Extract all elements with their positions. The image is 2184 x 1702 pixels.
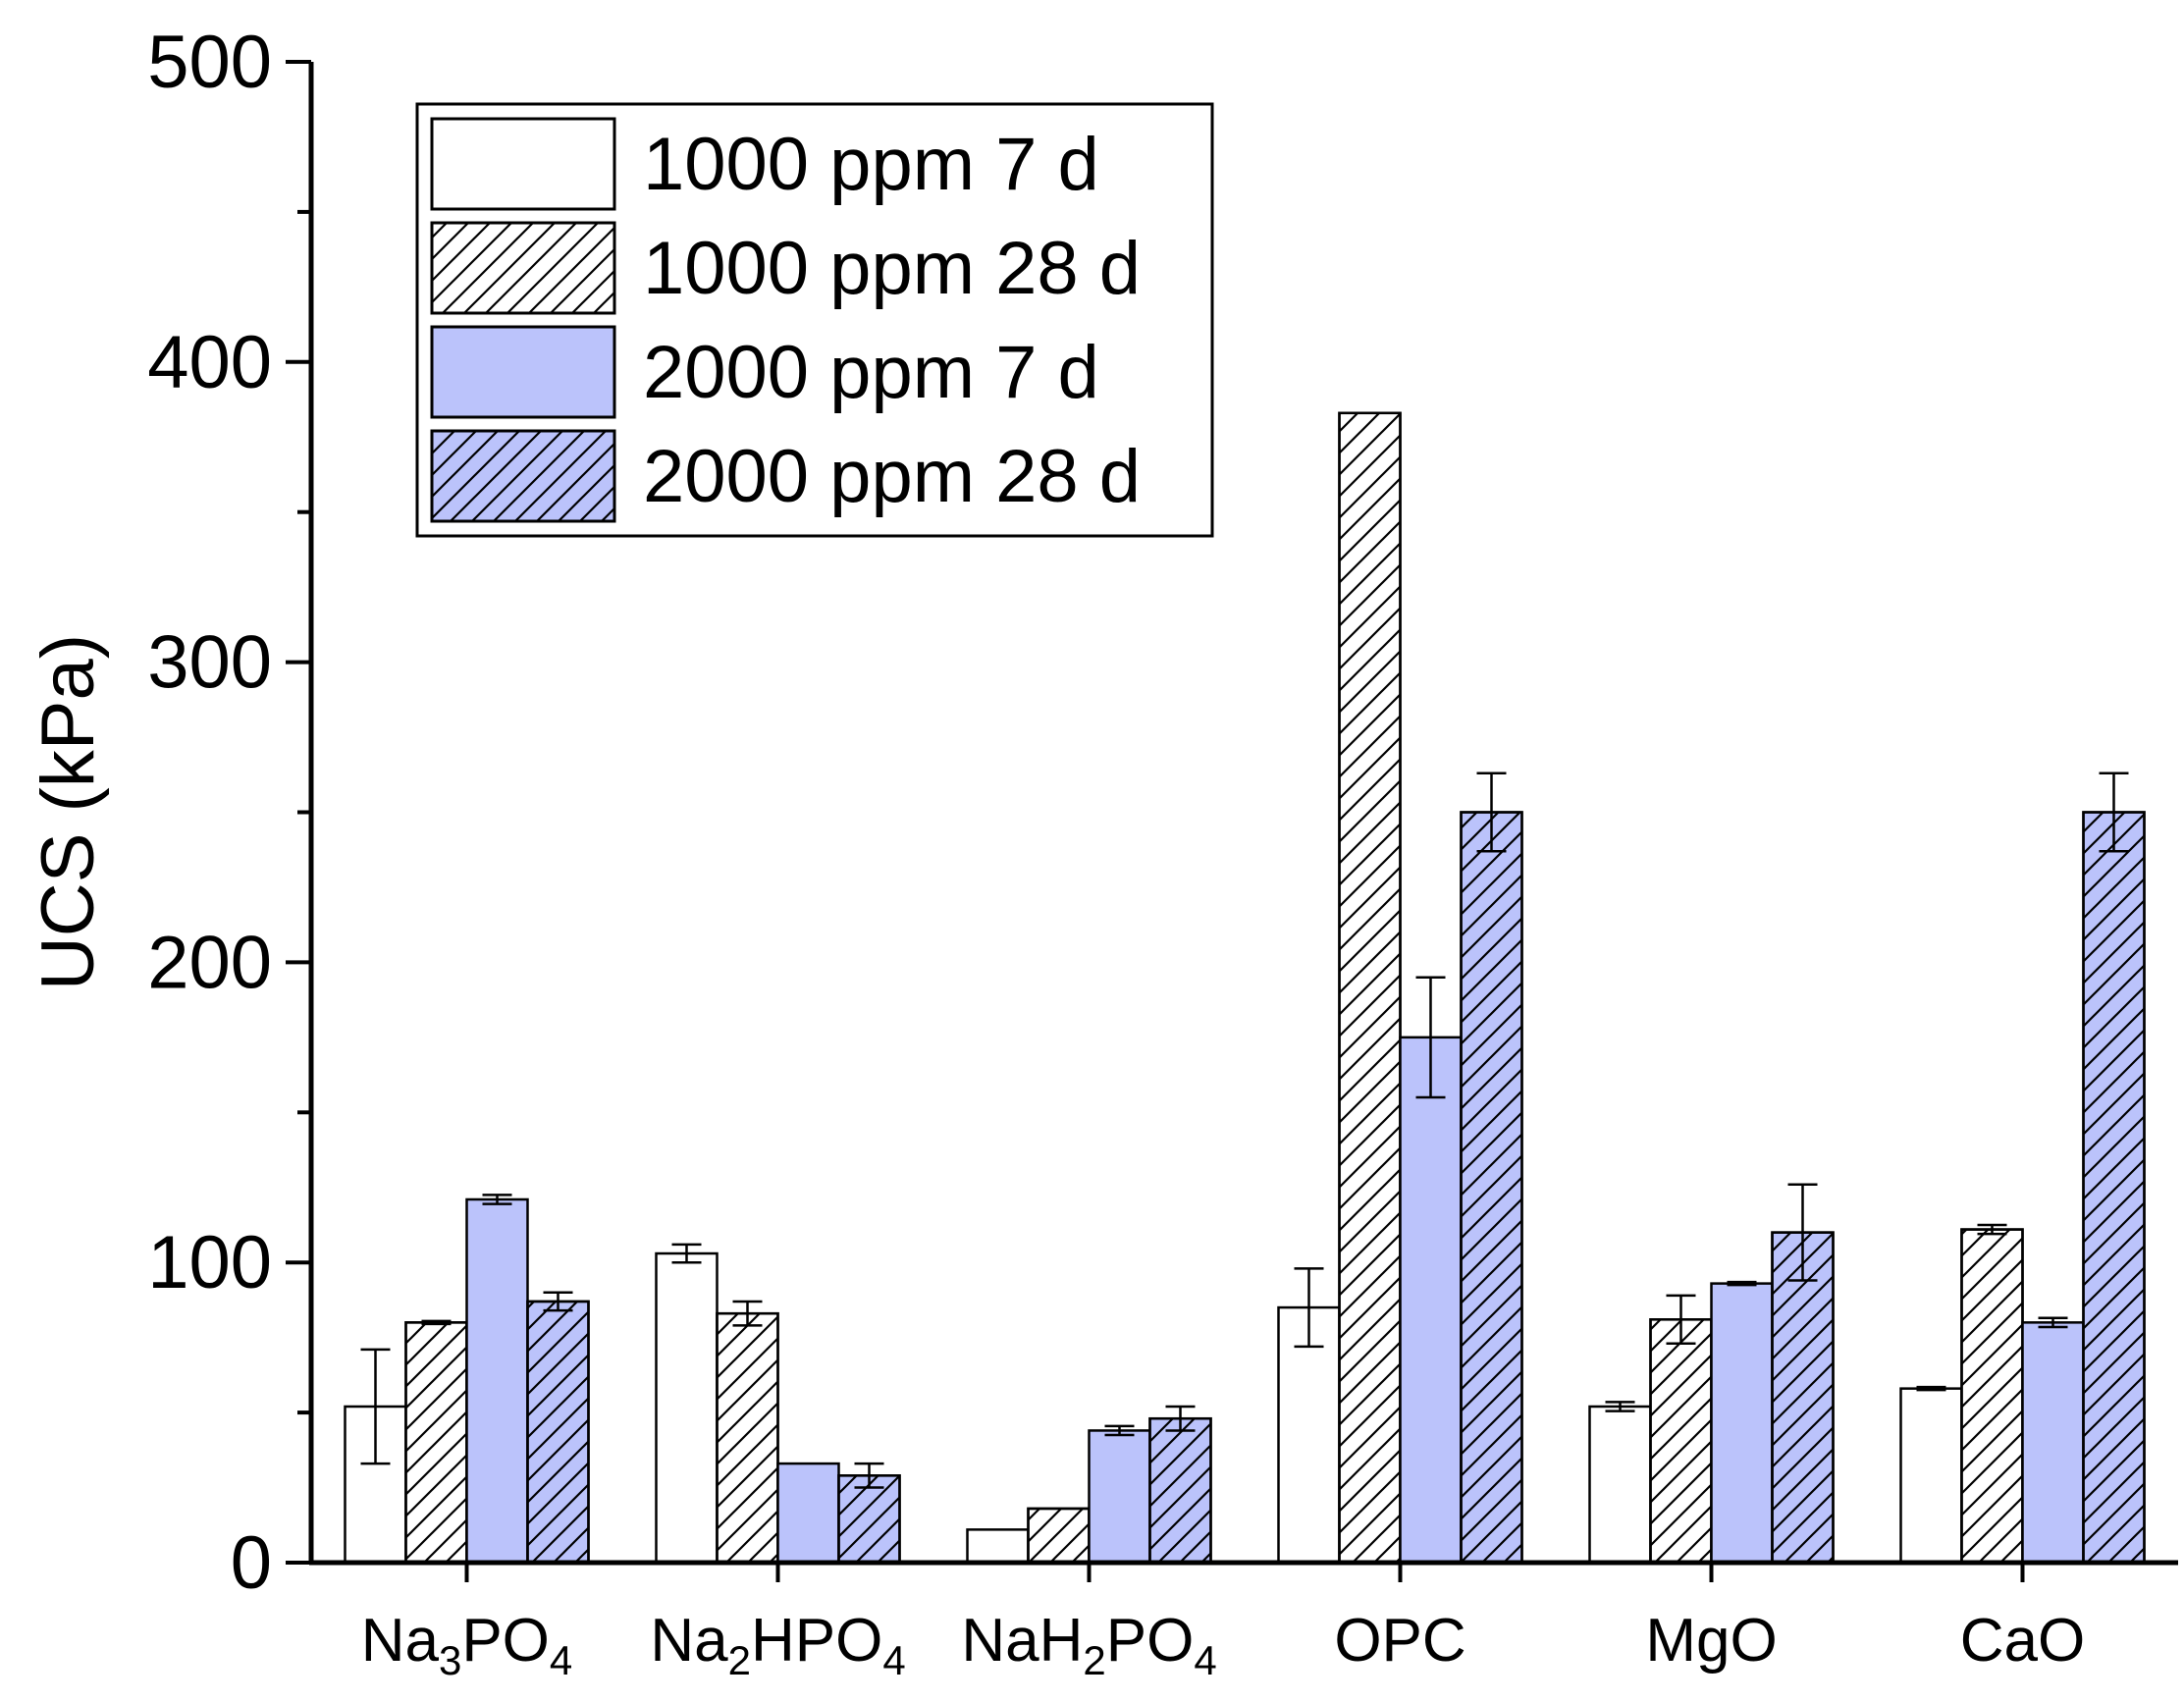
bar-hatch-MgO-series-2	[1649, 1318, 1713, 1565]
bar-hatch-Na2HPO4-series-2	[716, 1311, 779, 1565]
bars-layer	[344, 411, 2146, 1565]
x-tick-label-OPC: OPC	[1334, 1607, 1465, 1675]
bar-Na2HPO4-series-1	[655, 1251, 719, 1565]
error-bars-layer	[360, 771, 2129, 1489]
bar-hatch-OPC-series-2	[1338, 411, 1402, 1565]
bar-hatch-Na3PO4-series-4	[526, 1300, 590, 1565]
x-tick-label-NaH2PO4: NaH2PO4	[961, 1607, 1216, 1683]
error-bar-Na3PO4-series-1	[360, 1348, 391, 1465]
y-tick-label: 400	[147, 321, 272, 404]
bar-hatch-NaH2PO4-series-4	[1148, 1416, 1212, 1565]
x-tick-label-Na2HPO4: Na2HPO4	[650, 1607, 905, 1683]
bar-Na2HPO4-series-3	[776, 1462, 840, 1565]
error-bar-MgO-series-3	[1727, 1280, 1757, 1287]
legend-swatch-hatch-series-2	[430, 221, 616, 315]
y-tick-label: 0	[231, 1521, 272, 1605]
error-bar-CaO-series-4	[2099, 771, 2129, 853]
bar-hatch-MgO-series-4	[1771, 1231, 1835, 1565]
legend-swatch-hatch-series-4	[430, 429, 616, 523]
error-bar-MgO-series-1	[1605, 1401, 1635, 1412]
bar-NaH2PO4-series-1	[966, 1528, 1030, 1565]
legend-swatch-series-1	[430, 117, 616, 211]
bar-CaO-series-1	[1899, 1387, 1963, 1565]
bar-CaO-series-3	[2021, 1321, 2085, 1565]
error-bar-Na3PO4-series-3	[482, 1194, 512, 1205]
bar-hatch-OPC-series-4	[1460, 811, 1523, 1565]
error-bar-Na2HPO4-series-1	[671, 1243, 702, 1264]
bar-MgO-series-3	[1710, 1282, 1774, 1565]
y-axis-label: UCS (kPa)	[27, 634, 110, 990]
bar-hatch-CaO-series-2	[1960, 1228, 2024, 1565]
error-bar-Na3PO4-series-4	[543, 1291, 573, 1312]
bar-hatch-NaH2PO4-series-2	[1027, 1507, 1091, 1565]
legend-swatch-series-3	[430, 325, 616, 419]
y-tick-label: 300	[147, 621, 272, 705]
error-bar-CaO-series-1	[1916, 1385, 1946, 1392]
legend-label-series-1: 1000 ppm 7 d	[643, 123, 1099, 206]
y-tick-label: 100	[147, 1221, 272, 1304]
bar-MgO-series-1	[1588, 1405, 1652, 1565]
error-bar-NaH2PO4-series-3	[1104, 1424, 1135, 1437]
bar-OPC-series-3	[1399, 1036, 1463, 1565]
x-tick-label-MgO: MgO	[1645, 1607, 1777, 1675]
error-bar-OPC-series-3	[1415, 976, 1446, 1099]
bar-OPC-series-1	[1277, 1305, 1341, 1565]
legend-label-series-3: 2000 ppm 7 d	[643, 331, 1099, 414]
legend: 1000 ppm 7 d 1000 ppm 28 d 2000 ppm 7 d 200…	[415, 102, 1214, 538]
error-bar-MgO-series-4	[1787, 1183, 1818, 1282]
legend-label-series-4: 2000 ppm 28 d	[643, 435, 1141, 518]
bar-NaH2PO4-series-3	[1088, 1429, 1151, 1565]
error-bar-Na3PO4-series-2	[421, 1319, 452, 1326]
error-bar-Na2HPO4-series-2	[732, 1300, 763, 1327]
axes-layer: 0 100 200 300 400 500 Na3PO4 Na2HPO4 NaH2PO4 OPC M…	[27, 21, 2178, 1683]
error-bar-OPC-series-1	[1294, 1267, 1324, 1349]
bar-Na3PO4-series-3	[465, 1197, 529, 1565]
x-tick-label-Na3PO4: Na3PO4	[361, 1607, 573, 1683]
x-tick-label-CaO: CaO	[1960, 1607, 2085, 1675]
error-bar-Na2HPO4-series-4	[854, 1462, 884, 1489]
bar-hatch-CaO-series-4	[2082, 811, 2146, 1565]
error-bar-NaH2PO4-series-4	[1165, 1405, 1196, 1432]
legend-label-series-2: 1000 ppm 28 d	[643, 227, 1141, 310]
bar-hatch-Na3PO4-series-2	[404, 1321, 468, 1565]
error-bar-CaO-series-2	[1977, 1223, 2007, 1236]
y-tick-label: 500	[147, 21, 272, 104]
y-tick-label: 200	[147, 921, 272, 1004]
error-bar-CaO-series-3	[2038, 1316, 2068, 1329]
bar-hatch-Na2HPO4-series-4	[837, 1474, 901, 1565]
error-bar-OPC-series-4	[1476, 771, 1507, 853]
error-bar-MgO-series-2	[1666, 1294, 1696, 1346]
